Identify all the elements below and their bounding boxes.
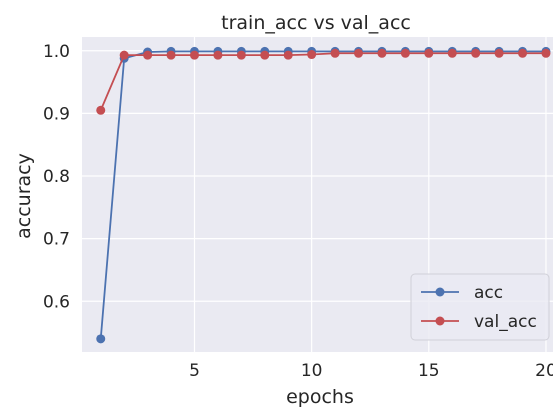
data-point-val-acc <box>354 48 364 58</box>
data-point-val-acc <box>330 48 340 58</box>
data-point-val-acc <box>260 50 270 60</box>
legend-box <box>410 273 550 341</box>
data-point-val-acc <box>166 50 176 60</box>
x-tick-label: 10 <box>301 361 323 381</box>
y-tick-label: 0.8 <box>43 167 70 187</box>
ticks: 5 10 15 20 0.6 0.7 0.8 0.9 1.0 <box>43 42 553 381</box>
x-tick-label: 20 <box>535 361 553 381</box>
data-point-val-acc <box>143 50 153 60</box>
legend-marker-acc <box>435 287 445 297</box>
y-tick-label: 1.0 <box>43 42 70 62</box>
y-tick-label: 0.9 <box>43 104 70 124</box>
data-point-val-acc <box>494 48 504 58</box>
y-tick-label: 0.6 <box>43 292 70 312</box>
x-tick-label: 15 <box>418 361 440 381</box>
data-point-val-acc <box>541 48 551 58</box>
chart-title: train_acc vs val_acc <box>221 12 411 34</box>
data-point-val-acc <box>518 48 528 58</box>
x-axis-label: epochs <box>286 386 354 408</box>
data-point-val-acc <box>307 50 317 60</box>
legend-marker-val-acc <box>435 316 445 326</box>
y-axis-label: accuracy <box>13 153 35 239</box>
data-point-val-acc <box>213 50 223 60</box>
data-point-val-acc <box>283 50 293 60</box>
data-point-val-acc <box>447 48 457 58</box>
data-point-val-acc <box>236 50 246 60</box>
data-point-val-acc <box>424 48 434 58</box>
legend-label-val-acc: val_acc <box>474 312 537 332</box>
legend: acc val_acc <box>410 273 550 341</box>
data-point-val-acc <box>189 50 199 60</box>
series-layer <box>96 46 551 344</box>
data-point-val-acc <box>400 48 410 58</box>
data-point-val-acc <box>119 50 129 60</box>
x-tick-label: 5 <box>189 361 200 381</box>
data-point-val-acc <box>471 48 481 58</box>
data-point-val-acc <box>96 105 106 115</box>
y-tick-label: 0.7 <box>43 230 70 250</box>
data-point-val-acc <box>377 48 387 58</box>
data-point-acc <box>96 334 106 344</box>
legend-label-acc: acc <box>474 283 503 303</box>
grid <box>82 37 553 352</box>
